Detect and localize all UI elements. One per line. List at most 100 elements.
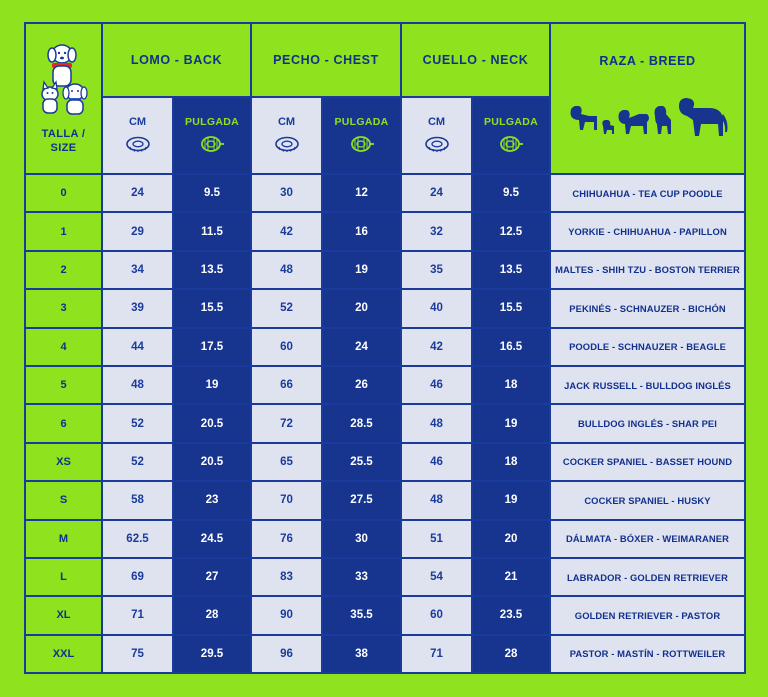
table-row: XL 71 28 90 35.5 60 23.5 GOLDEN RETRIEVER - PAS… xyxy=(26,597,744,634)
back-cm-label: CM xyxy=(128,115,147,128)
breed-cell: COCKER SPANIEL - HUSKY xyxy=(551,482,744,519)
back-inch-cell: 11.5 xyxy=(174,213,250,250)
neck-cm-cell: 42 xyxy=(402,328,471,365)
back-cm-cell: 62.5 xyxy=(103,520,172,557)
chest-inch-cell: 35.5 xyxy=(323,597,400,634)
chest-cm-cell: 65 xyxy=(252,443,321,481)
tape-measure-roll-icon xyxy=(500,135,523,152)
chest-cm-cell: 90 xyxy=(252,597,321,634)
neck-inch-label: PULGADA xyxy=(483,115,538,128)
breed-cell: PEKINÉS - SCHNAUZER - BICHÓN xyxy=(551,290,744,327)
back-inch-cell: 20.5 xyxy=(174,443,250,481)
size-cell: 3 xyxy=(26,290,101,327)
size-cell: 0 xyxy=(26,175,101,212)
neck-cm-cell: 24 xyxy=(402,175,471,212)
neck-inch-cell: 28 xyxy=(473,635,549,673)
chest-inch-cell: 24 xyxy=(323,328,400,365)
chest-cm-label: CM xyxy=(277,115,296,128)
back-inch-cell: 20.5 xyxy=(174,405,250,442)
chest-inch-cell: 33 xyxy=(323,558,400,596)
neck-inch-cell: 15.5 xyxy=(473,290,549,327)
back-cm-cell: 71 xyxy=(103,597,172,634)
table-row: XS 52 20.5 65 25.5 46 18 COCKER SPANIEL - BASSE… xyxy=(26,443,744,481)
back-cm-cell: 24 xyxy=(103,175,172,212)
neck-cm-cell: 40 xyxy=(402,290,471,327)
chest-cm-cell: 52 xyxy=(252,290,321,327)
size-cell: 1 xyxy=(26,213,101,250)
neck-cm-cell: 46 xyxy=(402,443,471,481)
chest-inch-cell: 25.5 xyxy=(323,443,400,481)
back-inch-cell: 24.5 xyxy=(174,520,250,557)
neck-inch-cell: 13.5 xyxy=(473,251,549,289)
size-cell: 4 xyxy=(26,328,101,365)
chest-cm-cell: 60 xyxy=(252,328,321,365)
neck-inch-cell: 18 xyxy=(473,443,549,481)
chest-cm-cell: 72 xyxy=(252,405,321,442)
tape-measure-icon xyxy=(274,136,299,152)
neck-cm-cell: 48 xyxy=(402,405,471,442)
table-row: L 69 27 83 33 54 21 LABRADOR - GOLDEN RETRIEVER xyxy=(26,558,744,596)
neck-inch-cell: 12.5 xyxy=(473,213,549,250)
back-cm-header: CM xyxy=(103,98,172,173)
tape-measure-roll-icon xyxy=(350,135,374,152)
neck-inch-cell: 16.5 xyxy=(473,328,549,365)
back-cm-cell: 52 xyxy=(103,443,172,481)
breed-cell: COCKER SPANIEL - BASSET HOUND xyxy=(551,443,744,481)
size-header-line2: SIZE xyxy=(50,142,77,154)
chest-cm-cell: 96 xyxy=(252,635,321,673)
dogs-logo-icon xyxy=(40,44,88,115)
neck-cm-cell: 46 xyxy=(402,366,471,404)
back-inch-cell: 23 xyxy=(174,482,250,519)
neck-cm-header: CM xyxy=(402,98,471,173)
chest-inch-cell: 12 xyxy=(323,175,400,212)
back-inch-cell: 27 xyxy=(174,558,250,596)
back-cm-cell: 75 xyxy=(103,635,172,673)
size-cell: 5 xyxy=(26,366,101,404)
chest-cm-cell: 42 xyxy=(252,213,321,250)
neck-inch-cell: 19 xyxy=(473,405,549,442)
back-cm-cell: 29 xyxy=(103,213,172,250)
breed-cell: MALTES - SHIH TZU - BOSTON TERRIER xyxy=(551,251,744,289)
back-inch-header: PULGADA xyxy=(174,98,250,173)
neck-inch-cell: 19 xyxy=(473,482,549,519)
back-inch-cell: 17.5 xyxy=(174,328,250,365)
chest-inch-cell: 20 xyxy=(323,290,400,327)
chest-inch-cell: 19 xyxy=(323,251,400,289)
table-row: 0 24 9.5 30 12 24 9.5 CHIHUAHUA - TEA CUP POODL… xyxy=(26,175,744,212)
chest-cm-cell: 70 xyxy=(252,482,321,519)
breed-cell: DÁLMATA - BÓXER - WEIMARANER xyxy=(551,520,744,557)
table-row: 5 48 19 66 26 46 18 JACK RUSSELL - BULLDOG INGL… xyxy=(26,366,744,404)
chest-inch-header: PULGADA xyxy=(323,98,400,173)
back-inch-cell: 28 xyxy=(174,597,250,634)
neck-cm-cell: 51 xyxy=(402,520,471,557)
neck-cm-cell: 48 xyxy=(402,482,471,519)
chest-inch-label: PULGADA xyxy=(334,115,389,128)
neck-inch-cell: 21 xyxy=(473,558,549,596)
dog-breeds-silhouette-icon xyxy=(570,98,727,136)
table-row: 3 39 15.5 52 20 40 15.5 PEKINÉS - SCHNAUZER - B… xyxy=(26,290,744,327)
size-table: TALLA / SIZE LOMO - BACK PECHO - CHEST C… xyxy=(24,22,746,675)
chest-inch-cell: 26 xyxy=(323,366,400,404)
neck-cm-label: CM xyxy=(427,115,446,128)
neck-inch-cell: 23.5 xyxy=(473,597,549,634)
back-inch-label: PULGADA xyxy=(184,115,239,128)
neck-cm-cell: 35 xyxy=(402,251,471,289)
size-cell: M xyxy=(26,520,101,557)
back-cm-cell: 52 xyxy=(103,405,172,442)
chest-inch-cell: 38 xyxy=(323,635,400,673)
back-inch-cell: 9.5 xyxy=(174,175,250,212)
table-row: S 58 23 70 27.5 48 19 COCKER SPANIEL - HUSKY xyxy=(26,482,744,519)
chest-inch-cell: 28.5 xyxy=(323,405,400,442)
chest-inch-cell: 30 xyxy=(323,520,400,557)
back-cm-cell: 34 xyxy=(103,251,172,289)
table-row: XXL 75 29.5 96 38 71 28 PASTOR - MASTÍN - ROTTW… xyxy=(26,635,744,673)
chest-cm-cell: 30 xyxy=(252,175,321,212)
size-header: TALLA / SIZE xyxy=(26,24,101,173)
table-row: 6 52 20.5 72 28.5 48 19 BULLDOG INGLÉS - SHAR P… xyxy=(26,405,744,442)
breed-cell: JACK RUSSELL - BULLDOG INGLÉS xyxy=(551,366,744,404)
back-cm-cell: 58 xyxy=(103,482,172,519)
size-cell: 2 xyxy=(26,251,101,289)
chest-inch-cell: 27.5 xyxy=(323,482,400,519)
neck-cm-cell: 60 xyxy=(402,597,471,634)
